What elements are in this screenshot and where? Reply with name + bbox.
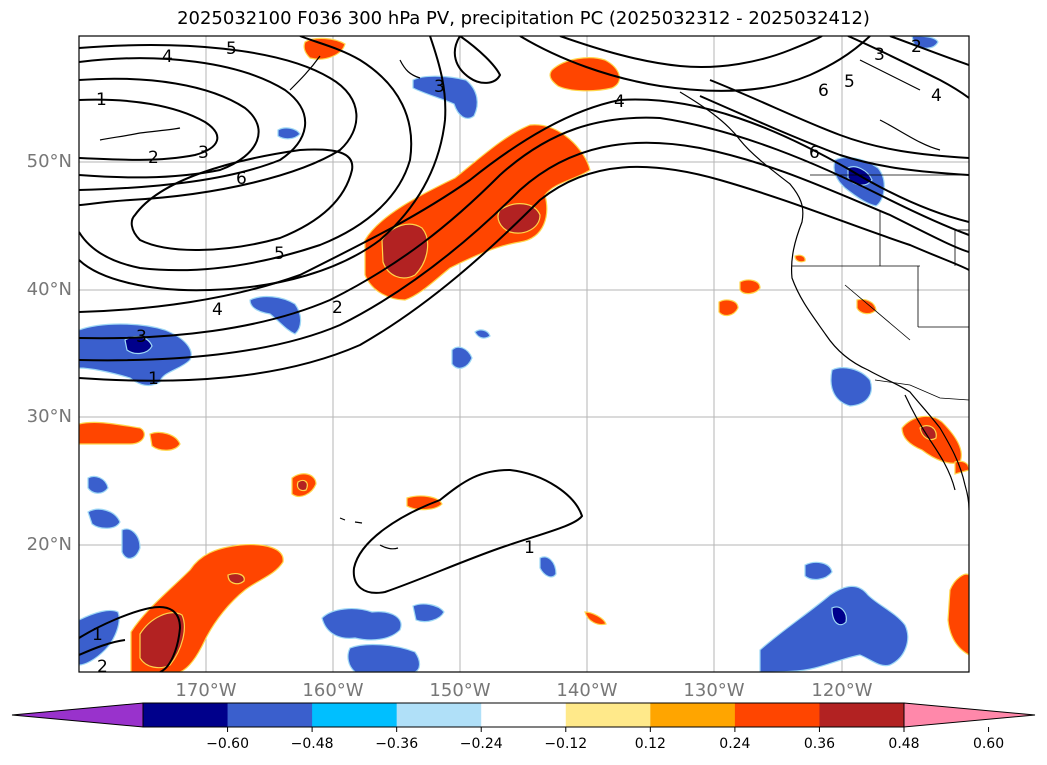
colorbar-tick-label: −0.36 <box>375 736 419 752</box>
colorbar-segment <box>565 703 651 727</box>
colorbar-segment <box>227 703 313 727</box>
contour-label-2-nw: 2 <box>148 148 159 168</box>
colorbar-segment <box>819 703 905 727</box>
contour-label-4-ne: 4 <box>614 92 625 112</box>
colorbar-segments <box>12 703 1035 727</box>
lon-label-120w: 120°W <box>811 680 873 701</box>
colorbar-tick-label: −0.24 <box>459 736 503 752</box>
lat-label-30n: 30°N <box>26 406 72 427</box>
contour-label-3-north: 3 <box>434 77 445 97</box>
contour-labels: 4 5 1 2 3 6 5 4 2 3 1 3 4 3 2 5 4 6 6 1 … <box>92 37 942 677</box>
chart-title: 2025032100 F036 300 hPa PV, precipitatio… <box>177 8 870 29</box>
positive-precip-areas <box>79 37 969 672</box>
colorbar-tick-label: 0.60 <box>972 736 1005 752</box>
contour-label-2-sw-corner: 2 <box>97 657 108 677</box>
contour-label-4-mid: 4 <box>212 300 223 320</box>
colorbar-ticks <box>227 727 990 732</box>
lon-label-160w: 160°W <box>302 680 364 701</box>
contour-label-3-ne: 3 <box>874 45 885 65</box>
colorbar-tick-label: 0.36 <box>803 736 836 752</box>
colorbar-tick-label: −0.12 <box>544 736 588 752</box>
contour-label-4-far-ne: 4 <box>931 86 942 106</box>
contour-label-1-sw: 1 <box>148 369 159 389</box>
colorbar-segment <box>734 703 820 727</box>
map-frame <box>78 35 970 673</box>
colorbar-tick-label: 0.24 <box>719 736 751 752</box>
contour-label-2-mid: 2 <box>332 298 343 318</box>
colorbar-segment <box>312 703 398 727</box>
colorbar-segment <box>396 703 482 727</box>
lon-label-130w: 130°W <box>683 680 745 701</box>
lat-label-40n: 40°N <box>26 279 72 300</box>
contour-label-2-ne: 2 <box>911 37 922 57</box>
contour-label-1-hawaii: 1 <box>524 538 535 558</box>
colorbar-tick-label: 0.12 <box>634 736 666 752</box>
colorbar-segment <box>481 703 567 727</box>
colorbar-extend-low <box>12 703 143 727</box>
colorbar-segment <box>143 703 229 727</box>
contour-label-5-mid: 5 <box>274 244 285 264</box>
colorbar-tick-label: −0.48 <box>290 736 334 752</box>
contour-label-1-sw-corner: 1 <box>92 625 103 645</box>
contour-label-3-nw: 3 <box>198 143 209 163</box>
colorbar-tick-label: 0.48 <box>888 736 920 752</box>
pv-contours <box>79 36 969 672</box>
lon-label-170w: 170°W <box>175 680 237 701</box>
contour-label-6-nw: 6 <box>236 169 247 189</box>
political-borders <box>792 174 969 401</box>
contour-label-5-ne: 5 <box>844 72 855 92</box>
contour-label-6-ne: 6 <box>818 81 829 101</box>
contour-label-4-nw: 4 <box>162 47 173 67</box>
colorbar-extend-high <box>904 703 1035 727</box>
lon-label-150w: 150°W <box>429 680 491 701</box>
lat-label-20n: 20°N <box>26 534 72 555</box>
colorbar-tick-label: −0.60 <box>206 736 249 752</box>
contour-label-5-nw: 5 <box>226 39 237 59</box>
contour-label-1-nw: 1 <box>96 90 107 110</box>
colorbar-frame-right <box>903 702 1036 728</box>
contour-label-3-sw: 3 <box>136 327 147 347</box>
lon-label-140w: 140°W <box>556 680 618 701</box>
contour-label-6-coast: 6 <box>809 143 820 163</box>
lat-label-50n: 50°N <box>26 151 72 172</box>
colorbar-segment <box>650 703 736 727</box>
